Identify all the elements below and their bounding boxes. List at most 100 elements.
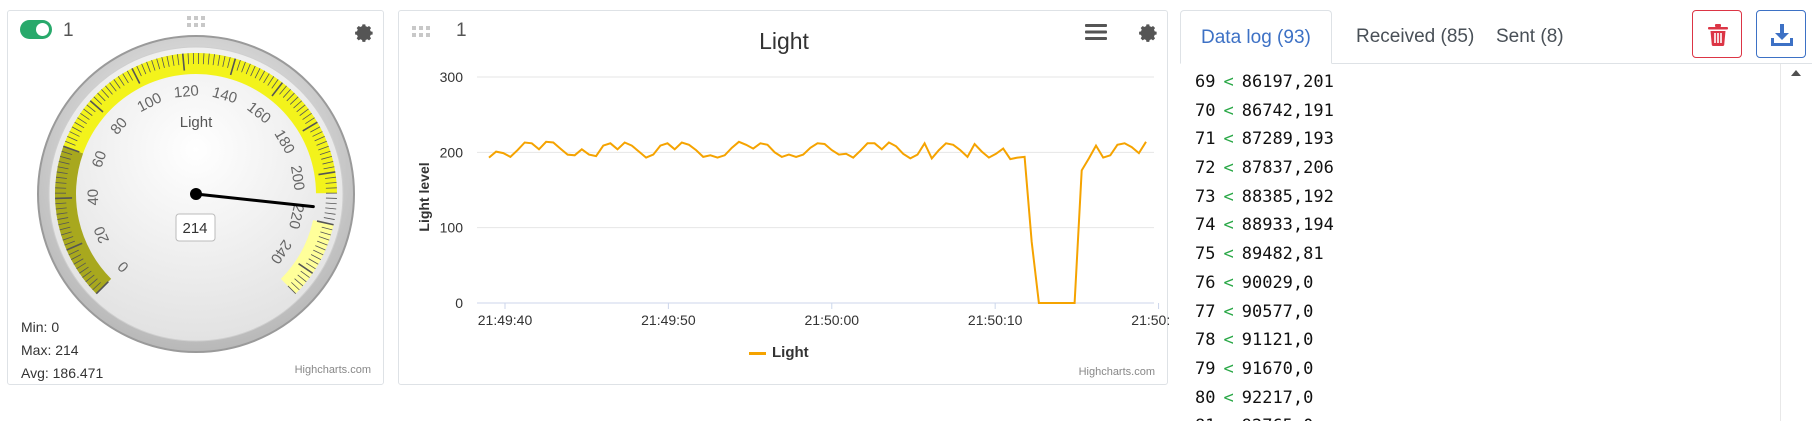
gauge-tick (296, 104, 306, 113)
log-row-value: 86197,201 (1241, 72, 1334, 92)
log-row-direction: < (1223, 301, 1234, 322)
gauge-tick (187, 53, 190, 65)
gauge-tick (321, 155, 332, 160)
x-tick-label: 21:50:10 (968, 312, 1023, 328)
gauge-tick (227, 57, 231, 68)
gauge-credit[interactable]: Highcharts.com (294, 364, 371, 376)
clear-log-button[interactable] (1692, 10, 1742, 58)
line-chart: 0 100 200 300 21:49:40 21:49:50 21:50:00 21:50… (416, 69, 1169, 328)
gauge-tick (60, 231, 72, 236)
log-row-direction: < (1223, 215, 1234, 236)
gauge-tick (74, 121, 85, 129)
gauge-tick (59, 226, 71, 231)
gear-icon[interactable] (353, 22, 375, 44)
gauge-tick (310, 254, 322, 260)
log-row: 70 <86742,191 (1195, 97, 1765, 126)
download-log-button[interactable] (1756, 10, 1806, 58)
enable-toggle[interactable] (20, 20, 52, 39)
gauge-tick (263, 73, 270, 84)
gauge-tick (286, 92, 295, 102)
log-row-direction: < (1223, 186, 1234, 207)
log-row-index: 77 (1195, 301, 1216, 322)
gauge-tick (315, 245, 326, 251)
gauge-tick (55, 197, 73, 200)
log-scrollbar[interactable] (1780, 64, 1812, 421)
gauge-index-label: 1 (63, 20, 74, 41)
gauge-tick (136, 65, 142, 77)
gauge-tick (316, 220, 334, 226)
log-row-value: 86742,191 (1241, 100, 1334, 121)
drag-handle-icon[interactable] (186, 15, 206, 29)
toggle-knob (36, 23, 49, 36)
gear-icon[interactable] (1137, 22, 1159, 44)
tab-data-log[interactable]: Data log (93) (1180, 10, 1332, 64)
chart-credit[interactable]: Highcharts.com (1078, 366, 1155, 378)
log-row-value: 90029,0 (1241, 272, 1314, 293)
chart-title: Light (759, 28, 809, 54)
gauge-tick (318, 145, 329, 151)
gauge-tick (55, 202, 67, 205)
gauge-tick (271, 82, 284, 97)
scroll-up-icon[interactable] (1791, 70, 1801, 76)
chart-legend[interactable]: Light (749, 344, 809, 361)
gauge-tick (95, 281, 109, 295)
log-row-value: 92217,0 (1241, 387, 1314, 408)
gauge-tick-label: 220 (285, 202, 307, 230)
gauge-tick (316, 140, 327, 146)
gauge-tick (77, 117, 87, 124)
log-row: 80 <92217,0 (1195, 384, 1765, 413)
gauge-tick (294, 278, 304, 287)
gauge-tick (236, 60, 241, 71)
gauge-needle (194, 192, 315, 209)
gauge-tick (319, 150, 331, 155)
gauge-tick (66, 242, 83, 251)
gauge-tick (64, 240, 75, 246)
log-row-value: 91121,0 (1241, 330, 1314, 351)
gauge-tick (300, 270, 310, 278)
log-row-index: 72 (1195, 158, 1216, 179)
log-row-direction: < (1223, 416, 1233, 421)
gauge-tick (217, 54, 221, 66)
tab-sent[interactable]: Sent (8) (1496, 26, 1564, 47)
gauge-tick (71, 126, 82, 133)
gauge-tick-label: 140 (210, 84, 239, 107)
menu-icon[interactable] (1085, 23, 1107, 41)
gauge-tick (293, 100, 303, 109)
log-row-direction: < (1223, 358, 1234, 379)
log-row: 77 <90577,0 (1195, 298, 1765, 327)
series-line-light[interactable] (488, 140, 1147, 304)
tab-received[interactable]: Received (85) (1356, 26, 1475, 47)
gauge-tick (297, 274, 307, 283)
gauge-tick-label: 120 (173, 82, 200, 101)
log-row-direction: < (1223, 244, 1234, 265)
log-row-index: 70 (1195, 100, 1216, 121)
gauge-tick (302, 112, 312, 120)
log-row: 78 <91121,0 (1195, 326, 1765, 355)
log-row-value: 87837,206 (1241, 158, 1334, 179)
log-row-value: 91670,0 (1241, 358, 1314, 379)
gauge-tick (310, 126, 321, 133)
log-row-value: 88933,194 (1241, 215, 1334, 236)
gauge-stats: Min: 0 Max: 214 Avg: 186.471 (21, 316, 103, 385)
gauge-pivot (190, 188, 202, 200)
log-row-direction: < (1223, 100, 1234, 121)
gauge-value-box (175, 213, 216, 242)
stat-max: Max: 214 (21, 342, 79, 358)
gauge-tick (56, 212, 68, 215)
gauge-tick-label: 60 (89, 149, 111, 170)
gauge-tick (320, 231, 332, 236)
gauge-tick (62, 236, 74, 241)
gauge-tick (109, 82, 117, 92)
gauge-tick (83, 108, 93, 116)
gauge-tick (313, 249, 324, 256)
gauge-tick-label: 20 (91, 224, 113, 246)
drag-handle-icon[interactable] (411, 25, 431, 39)
log-row-value: 92765,0 (1242, 416, 1314, 421)
log-row-index: 81 (1195, 416, 1215, 421)
log-row-direction: < (1223, 72, 1234, 92)
gauge-tick (151, 60, 156, 71)
log-panel: Data log (93) Received (85) Sent (8) 69 <… (1180, 10, 1812, 421)
gauge-tick (258, 70, 266, 81)
log-row: 72 <87837,206 (1195, 154, 1765, 183)
gauge-tick (65, 140, 76, 146)
